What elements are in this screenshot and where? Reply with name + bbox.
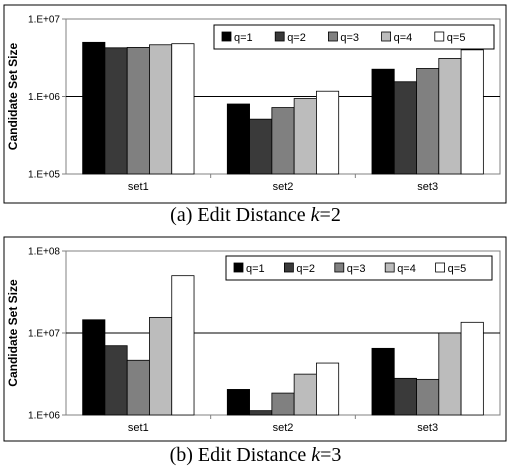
- chart-b-category-label: set2: [273, 422, 294, 434]
- chart-a-bar: [271, 107, 295, 175]
- chart-b-legend-swatch: [334, 262, 345, 273]
- chart-b-caption-var: k: [311, 444, 321, 466]
- chart-a-caption-prefix: (a) Edit Distance: [170, 204, 311, 226]
- chart-b-legend: [225, 255, 493, 281]
- chart-a-category-label: set1: [128, 181, 149, 193]
- chart-a-bar: [249, 118, 273, 175]
- chart-b-bar: [126, 359, 150, 416]
- chart-a-category-label: set3: [417, 181, 438, 193]
- chart-b-bar: [171, 275, 195, 416]
- chart-a-bar: [371, 68, 395, 175]
- chart-a-legend-swatch: [381, 31, 392, 42]
- chart-a-bar: [438, 58, 462, 175]
- chart-b-ytick-label: 1.E+08: [28, 247, 60, 258]
- chart-b-bar: [393, 377, 417, 416]
- chart-a-ytick-label: 1.E+07: [28, 15, 60, 26]
- chart-a-bar: [82, 41, 106, 175]
- chart-b-bar: [438, 332, 462, 416]
- chart-a-legend-label: q=3: [340, 32, 359, 44]
- chart-b-bar: [416, 378, 440, 416]
- chart-a-caption-var: k: [310, 204, 320, 226]
- chart-a-ytick-label: 1.E+06: [28, 92, 60, 103]
- chart-b-bar: [104, 345, 128, 416]
- chart-b-legend-label: q=2: [296, 263, 315, 275]
- chart-a-bar: [149, 44, 173, 175]
- chart-a-svg: 1.E+05 1.E+06 1.E+07 Candidate Set Size set1…: [3, 4, 507, 204]
- chart-a-bar: [171, 43, 195, 175]
- chart-b-caption-suffix: =3: [320, 444, 342, 466]
- chart-b-caption: (b) Edit Distance k=3: [0, 444, 511, 466]
- chart-a-ytick-label: 1.E+05: [28, 170, 60, 181]
- chart-b-ytick-label: 1.E+07: [28, 329, 60, 340]
- chart-b-bar: [82, 319, 106, 416]
- chart-b-bar: [460, 321, 484, 416]
- chart-a-category-label: set2: [273, 181, 294, 193]
- chart-a-bar: [126, 47, 150, 175]
- chart-b-legend-swatch: [435, 262, 446, 273]
- chart-a: 1.E+05 1.E+06 1.E+07 Candidate Set Size set1…: [0, 4, 511, 226]
- chart-b-svg: 1.E+06 1.E+07 1.E+08 Candidate Set Size set1…: [3, 236, 507, 442]
- chart-b-bar: [226, 389, 250, 416]
- chart-b-bar: [371, 347, 395, 416]
- chart-a-bar: [416, 68, 440, 175]
- chart-b-ytick-label: 1.E+06: [28, 411, 60, 422]
- chart-a-legend-swatch: [434, 31, 445, 42]
- chart-b-legend-swatch: [384, 262, 395, 273]
- chart-b-legend-label: q=1: [246, 263, 265, 275]
- chart-b-legend-swatch: [233, 262, 244, 273]
- chart-b-legend-label: q=3: [347, 263, 366, 275]
- chart-b-bar: [293, 373, 317, 416]
- chart-a-legend-swatch: [221, 31, 232, 42]
- chart-b-bar: [249, 410, 273, 416]
- chart-a-bar: [460, 49, 484, 175]
- chart-b: 1.E+06 1.E+07 1.E+08 Candidate Set Size set1…: [0, 234, 511, 468]
- chart-a-legend: [213, 24, 495, 50]
- chart-a-bar: [104, 47, 128, 175]
- chart-b-bar: [271, 392, 295, 416]
- chart-a-bar: [293, 98, 317, 175]
- chart-b-legend-swatch: [283, 262, 294, 273]
- chart-b-legend-label: q=4: [397, 263, 416, 275]
- chart-a-caption: (a) Edit Distance k=2: [0, 204, 511, 226]
- chart-a-legend-label: q=1: [234, 32, 253, 44]
- chart-a-caption-suffix: =2: [319, 204, 341, 226]
- chart-a-legend-label: q=4: [394, 32, 413, 44]
- chart-a-legend-label: q=2: [287, 32, 306, 44]
- chart-b-category-label: set3: [417, 422, 438, 434]
- chart-a-bar: [316, 90, 340, 175]
- chart-b-bar: [316, 362, 340, 416]
- chart-a-legend-swatch: [274, 31, 285, 42]
- chart-b-ylabel: Candidate Set Size: [6, 279, 20, 387]
- chart-a-ylabel: Candidate Set Size: [6, 43, 20, 151]
- chart-a-legend-swatch: [327, 31, 338, 42]
- chart-a-bar: [226, 103, 250, 175]
- chart-a-legend-label: q=5: [447, 32, 466, 44]
- chart-b-caption-prefix: (b) Edit Distance: [169, 444, 312, 466]
- chart-b-category-label: set1: [128, 422, 149, 434]
- chart-a-bar: [393, 81, 417, 175]
- chart-b-bar: [149, 316, 173, 416]
- chart-b-legend-label: q=5: [448, 263, 467, 275]
